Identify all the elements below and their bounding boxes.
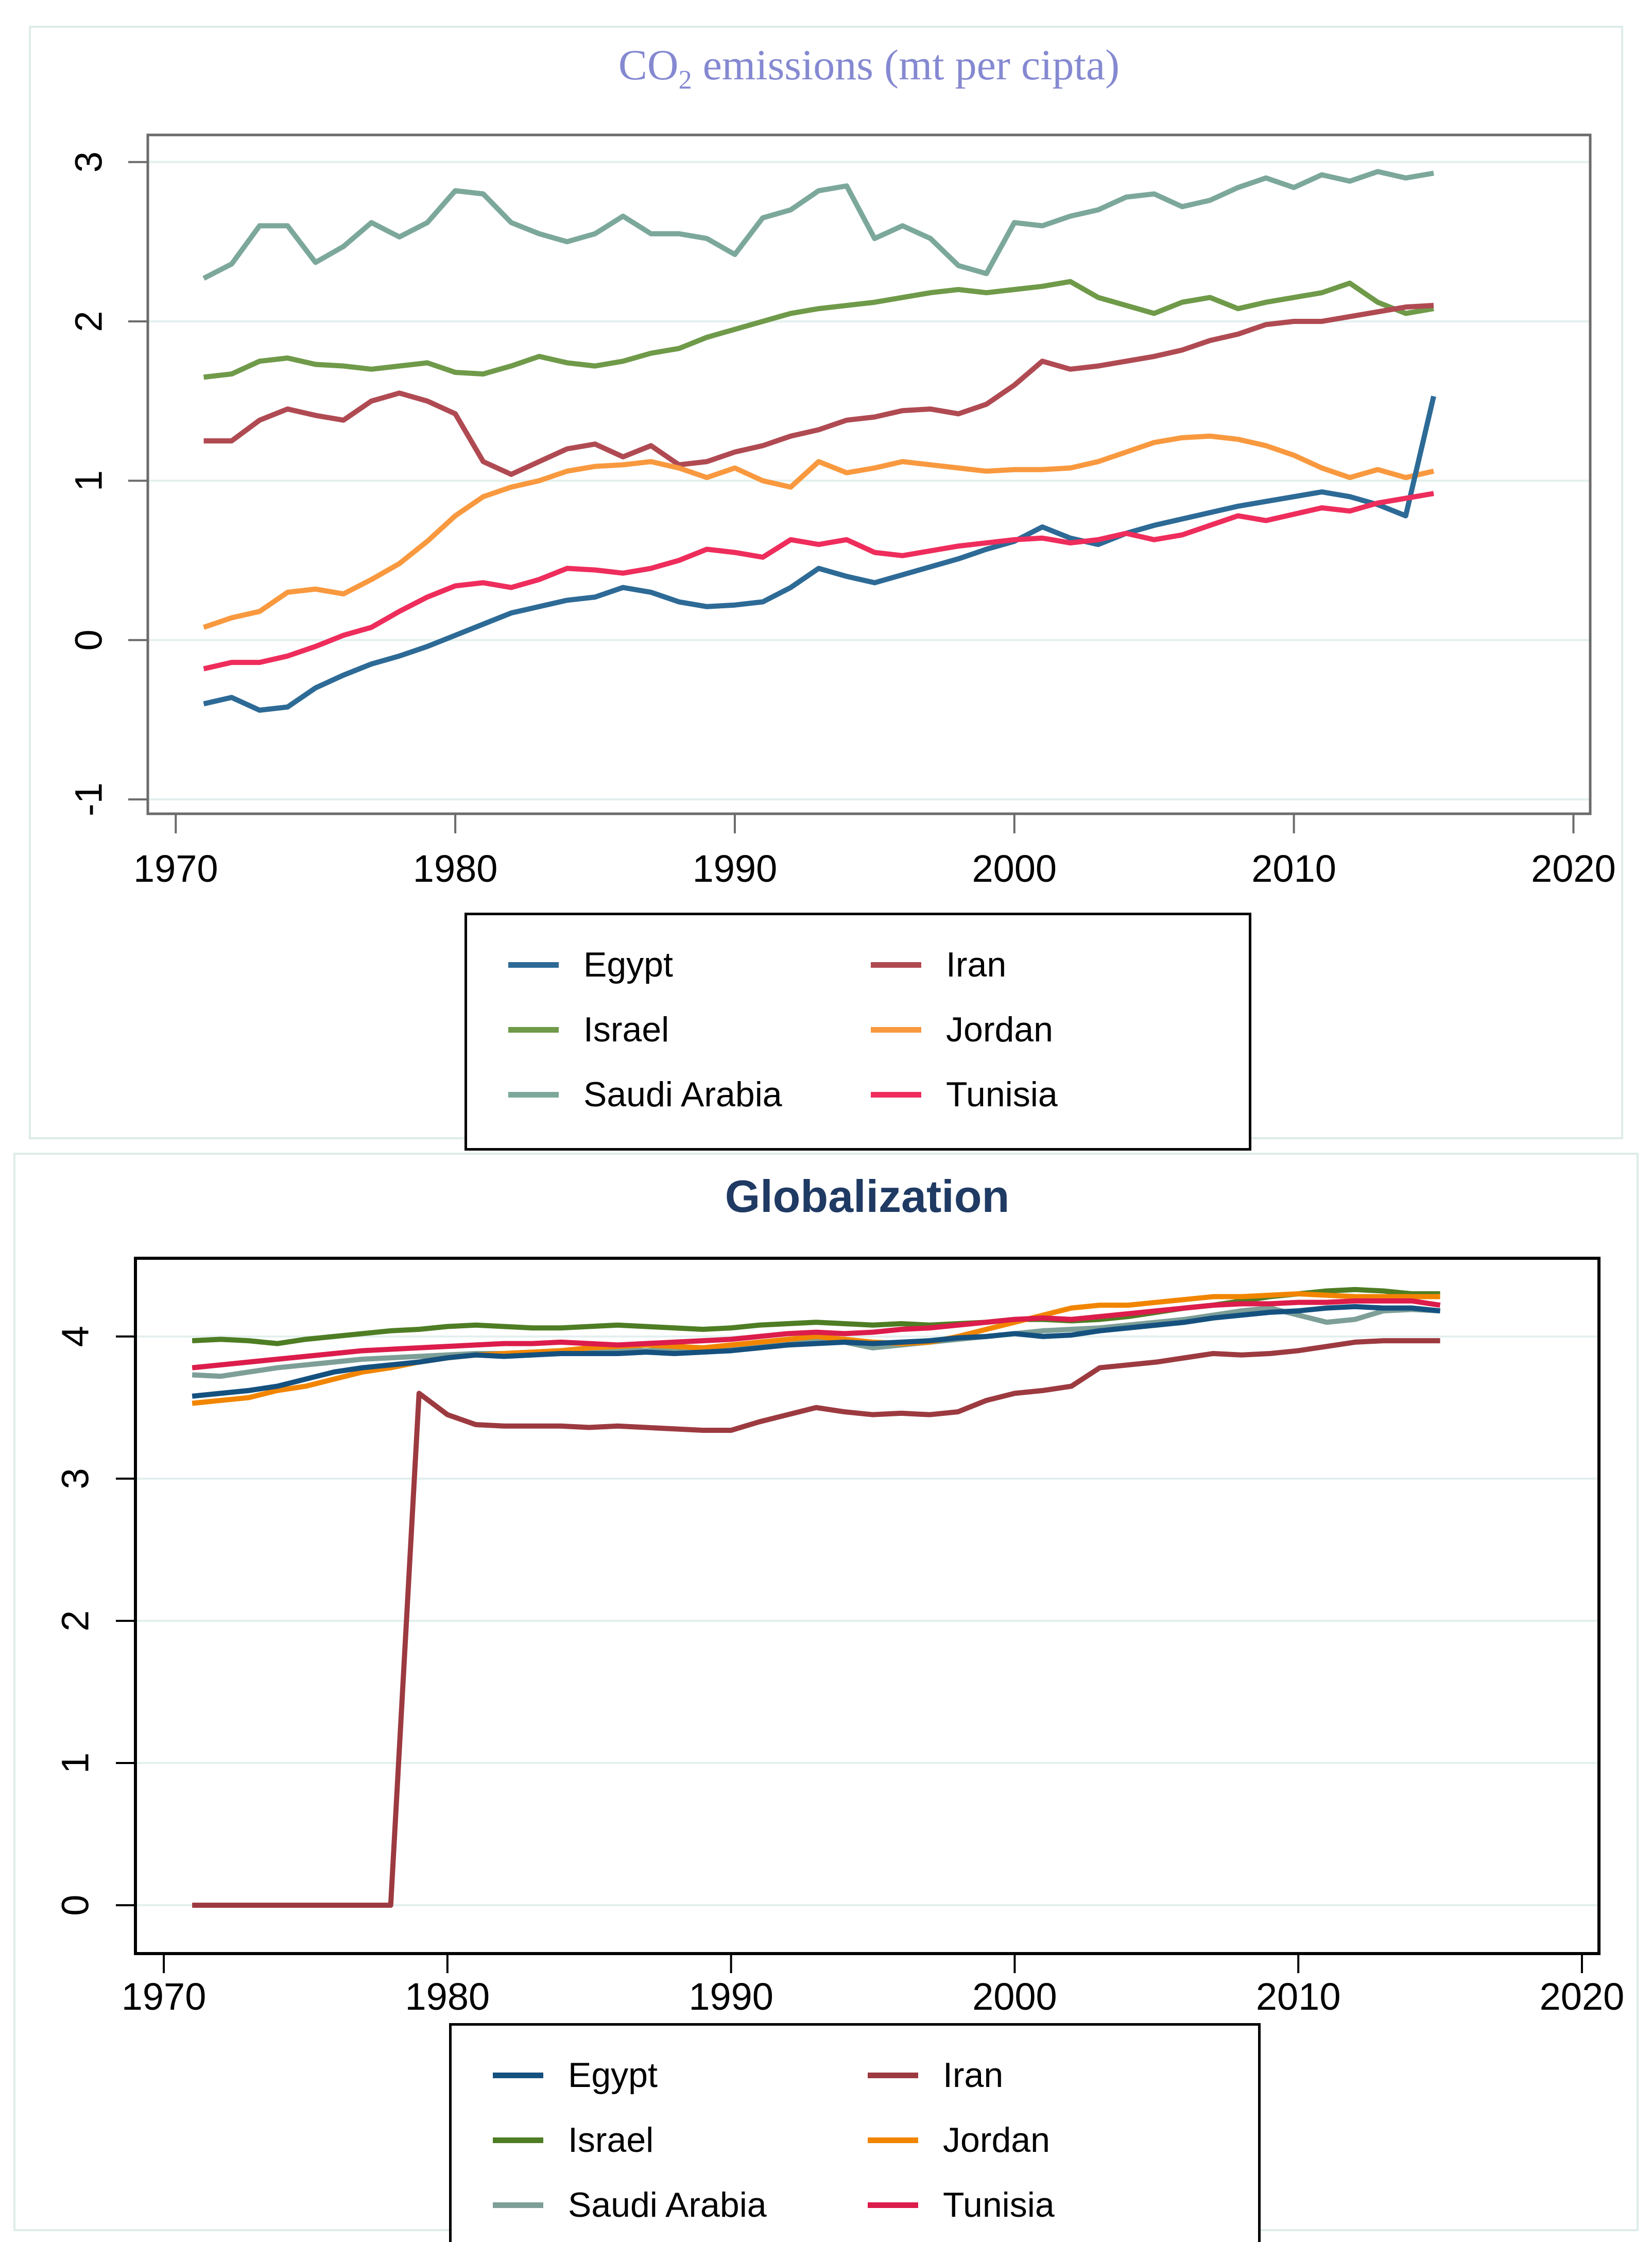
egypt-line-swatch [508,962,559,968]
co2-xtick-label-1990: 1990 [693,847,778,890]
legend-item-jordan: Jordan [871,1012,1213,1047]
glob-xtick-label-1980: 1980 [405,1975,490,2018]
co2-title-subscript: 2 [678,65,692,95]
glob-ytick-label-3: 3 [54,1468,97,1489]
legend-label-saudi-arabia: Saudi Arabia [568,2185,767,2224]
co2-ytick-label-1: 1 [67,470,110,491]
legend-item-saudi-arabia: Saudi Arabia [508,1077,850,1112]
legend-label-iran: Iran [943,2056,1004,2095]
glob-xtick-label-2020: 2020 [1540,1975,1625,2018]
iran-line-swatch [871,962,921,968]
glob-series-saudi-arabia-line [192,1305,1440,1379]
tunisia-line-swatch [868,2202,918,2208]
co2-ytick-label--1: -1 [67,782,110,816]
co2-plot-frame [146,133,1592,815]
legend-item-israel: Israel [508,1012,850,1047]
glob-ytick-label-1: 1 [54,1752,97,1773]
co2-chart-title: CO2 emissions (mt per cipta) [148,40,1590,95]
saudi-arabia-line-swatch [508,1091,559,1098]
co2-series-saudi-arabia-line [202,169,1434,281]
globalization-legend: Egypt Iran Israel Jordan Saudi Arabia Tunisia [449,2023,1261,2242]
glob-chart: 0 1 2 3 4 1970 1980 1990 2000 2010 2020 [54,1257,1625,2018]
tunisia-line-swatch [871,1091,921,1098]
co2-ytick-label-0: 0 [67,629,110,651]
co2-series-jordan-line [202,433,1435,630]
saudi-arabia-line-swatch [493,2202,543,2208]
legend-item-iran: Iran [868,2058,1222,2093]
glob-plot-frame [134,1257,1601,1955]
legend-item-tunisia: Tunisia [871,1077,1213,1112]
legend-item-saudi-arabia: Saudi Arabia [493,2187,847,2222]
glob-ytick-label-4: 4 [54,1326,97,1347]
egypt-line-swatch [493,2072,543,2078]
iran-line-swatch [868,2072,918,2078]
legend-label-jordan: Jordan [943,2120,1050,2160]
legend-label-iran: Iran [946,945,1007,984]
co2-series-egypt-line [203,396,1436,713]
glob-series-iran-line [192,1338,1440,1908]
legend-item-egypt: Egypt [493,2058,847,2093]
legend-item-tunisia: Tunisia [868,2187,1222,2222]
co2-xtick-label-1970: 1970 [133,847,218,890]
legend-label-israel: Israel [583,1010,669,1049]
globalization-chart-title: Globalization [725,1171,1010,1222]
glob-xtick-label-1970: 1970 [122,1975,206,2018]
glob-xtick-label-2000: 2000 [972,1975,1057,2018]
israel-line-swatch [508,1026,559,1033]
legend-label-egypt: Egypt [583,945,673,984]
legend-label-tunisia: Tunisia [946,1075,1058,1114]
co2-chart: -1 0 1 2 3 1970 1980 1990 2000 2010 2020 [67,133,1616,890]
israel-line-swatch [493,2137,543,2143]
legend-label-israel: Israel [568,2120,654,2160]
co2-series-israel-line [203,279,1434,380]
co2-title-prefix: CO [618,41,679,89]
co2-ytick-label-2: 2 [67,311,110,332]
co2-legend: Egypt Iran Israel Jordan Saudi Arabia Tunisia [464,913,1251,1151]
legend-item-israel: Israel [493,2123,847,2158]
glob-xtick-label-2010: 2010 [1256,1975,1341,2018]
co2-xtick-label-1980: 1980 [413,847,498,890]
co2-series-tunisia-line [203,491,1434,672]
legend-item-jordan: Jordan [868,2123,1222,2158]
jordan-line-swatch [871,1026,921,1033]
co2-xtick-label-2010: 2010 [1251,847,1336,890]
glob-ytick-label-0: 0 [54,1895,97,1916]
co2-title-rest: emissions (mt per cipta) [692,41,1120,89]
legend-label-egypt: Egypt [568,2056,658,2095]
co2-series-iran-line [203,303,1434,477]
co2-xtick-label-2000: 2000 [972,847,1057,890]
legend-item-egypt: Egypt [508,947,850,982]
glob-series-tunisia-line [192,1298,1441,1371]
legend-label-jordan: Jordan [946,1010,1053,1049]
co2-xtick-label-2020: 2020 [1531,847,1616,890]
glob-xtick-label-1990: 1990 [689,1975,773,2018]
glob-ytick-label-2: 2 [54,1610,97,1631]
legend-item-iran: Iran [871,947,1213,982]
co2-ytick-label-3: 3 [67,151,110,173]
legend-label-saudi-arabia: Saudi Arabia [583,1075,782,1114]
legend-label-tunisia: Tunisia [943,2185,1055,2224]
jordan-line-swatch [868,2137,918,2143]
glob-series-egypt-line [192,1304,1441,1399]
